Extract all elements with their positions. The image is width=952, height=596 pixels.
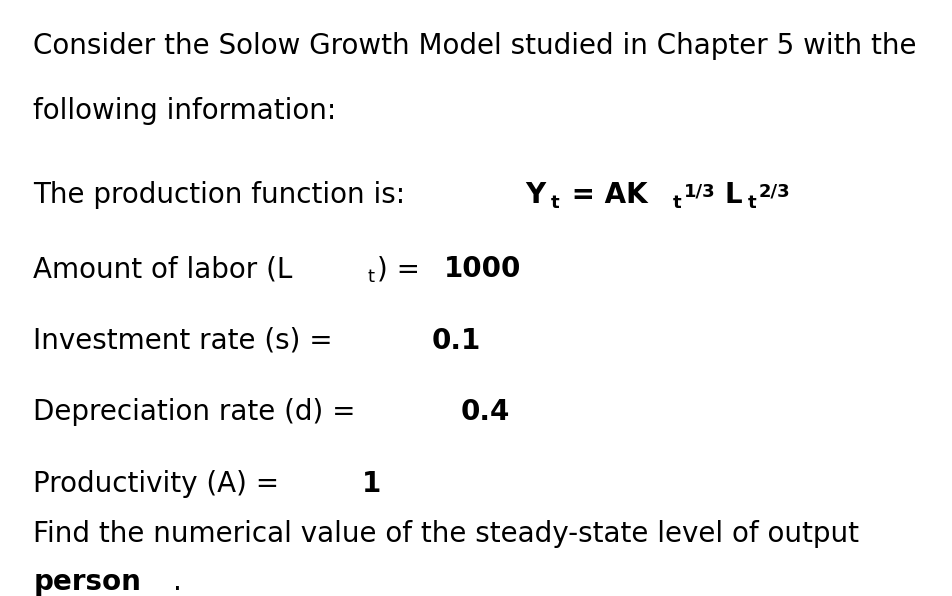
Text: 0.1: 0.1 bbox=[431, 327, 481, 355]
Text: ) =: ) = bbox=[377, 255, 429, 283]
Text: = AK: = AK bbox=[563, 181, 647, 209]
Text: Find the numerical value of the steady-state level of output: Find the numerical value of the steady-s… bbox=[33, 520, 868, 548]
Text: following information:: following information: bbox=[33, 97, 337, 125]
Text: 2/3: 2/3 bbox=[759, 182, 790, 200]
Text: Depreciation rate (d) =: Depreciation rate (d) = bbox=[33, 398, 365, 426]
Text: Y: Y bbox=[525, 181, 545, 209]
Text: 1/3: 1/3 bbox=[684, 182, 716, 200]
Text: L: L bbox=[724, 181, 743, 209]
Text: .: . bbox=[172, 568, 182, 596]
Text: Consider the Solow Growth Model studied in Chapter 5 with the: Consider the Solow Growth Model studied … bbox=[33, 32, 917, 60]
Text: 1000: 1000 bbox=[444, 255, 522, 283]
Text: t: t bbox=[747, 194, 756, 212]
Text: t: t bbox=[673, 194, 682, 212]
Text: 0.4: 0.4 bbox=[461, 398, 510, 426]
Text: t: t bbox=[551, 194, 560, 212]
Text: Investment rate (s) =: Investment rate (s) = bbox=[33, 327, 342, 355]
Text: t: t bbox=[368, 268, 375, 286]
Text: Productivity (A) =: Productivity (A) = bbox=[33, 470, 288, 498]
Text: Amount of labor (L: Amount of labor (L bbox=[33, 255, 292, 283]
Text: 1: 1 bbox=[363, 470, 382, 498]
Text: The production function is:: The production function is: bbox=[33, 181, 414, 209]
Text: person: person bbox=[33, 568, 141, 596]
